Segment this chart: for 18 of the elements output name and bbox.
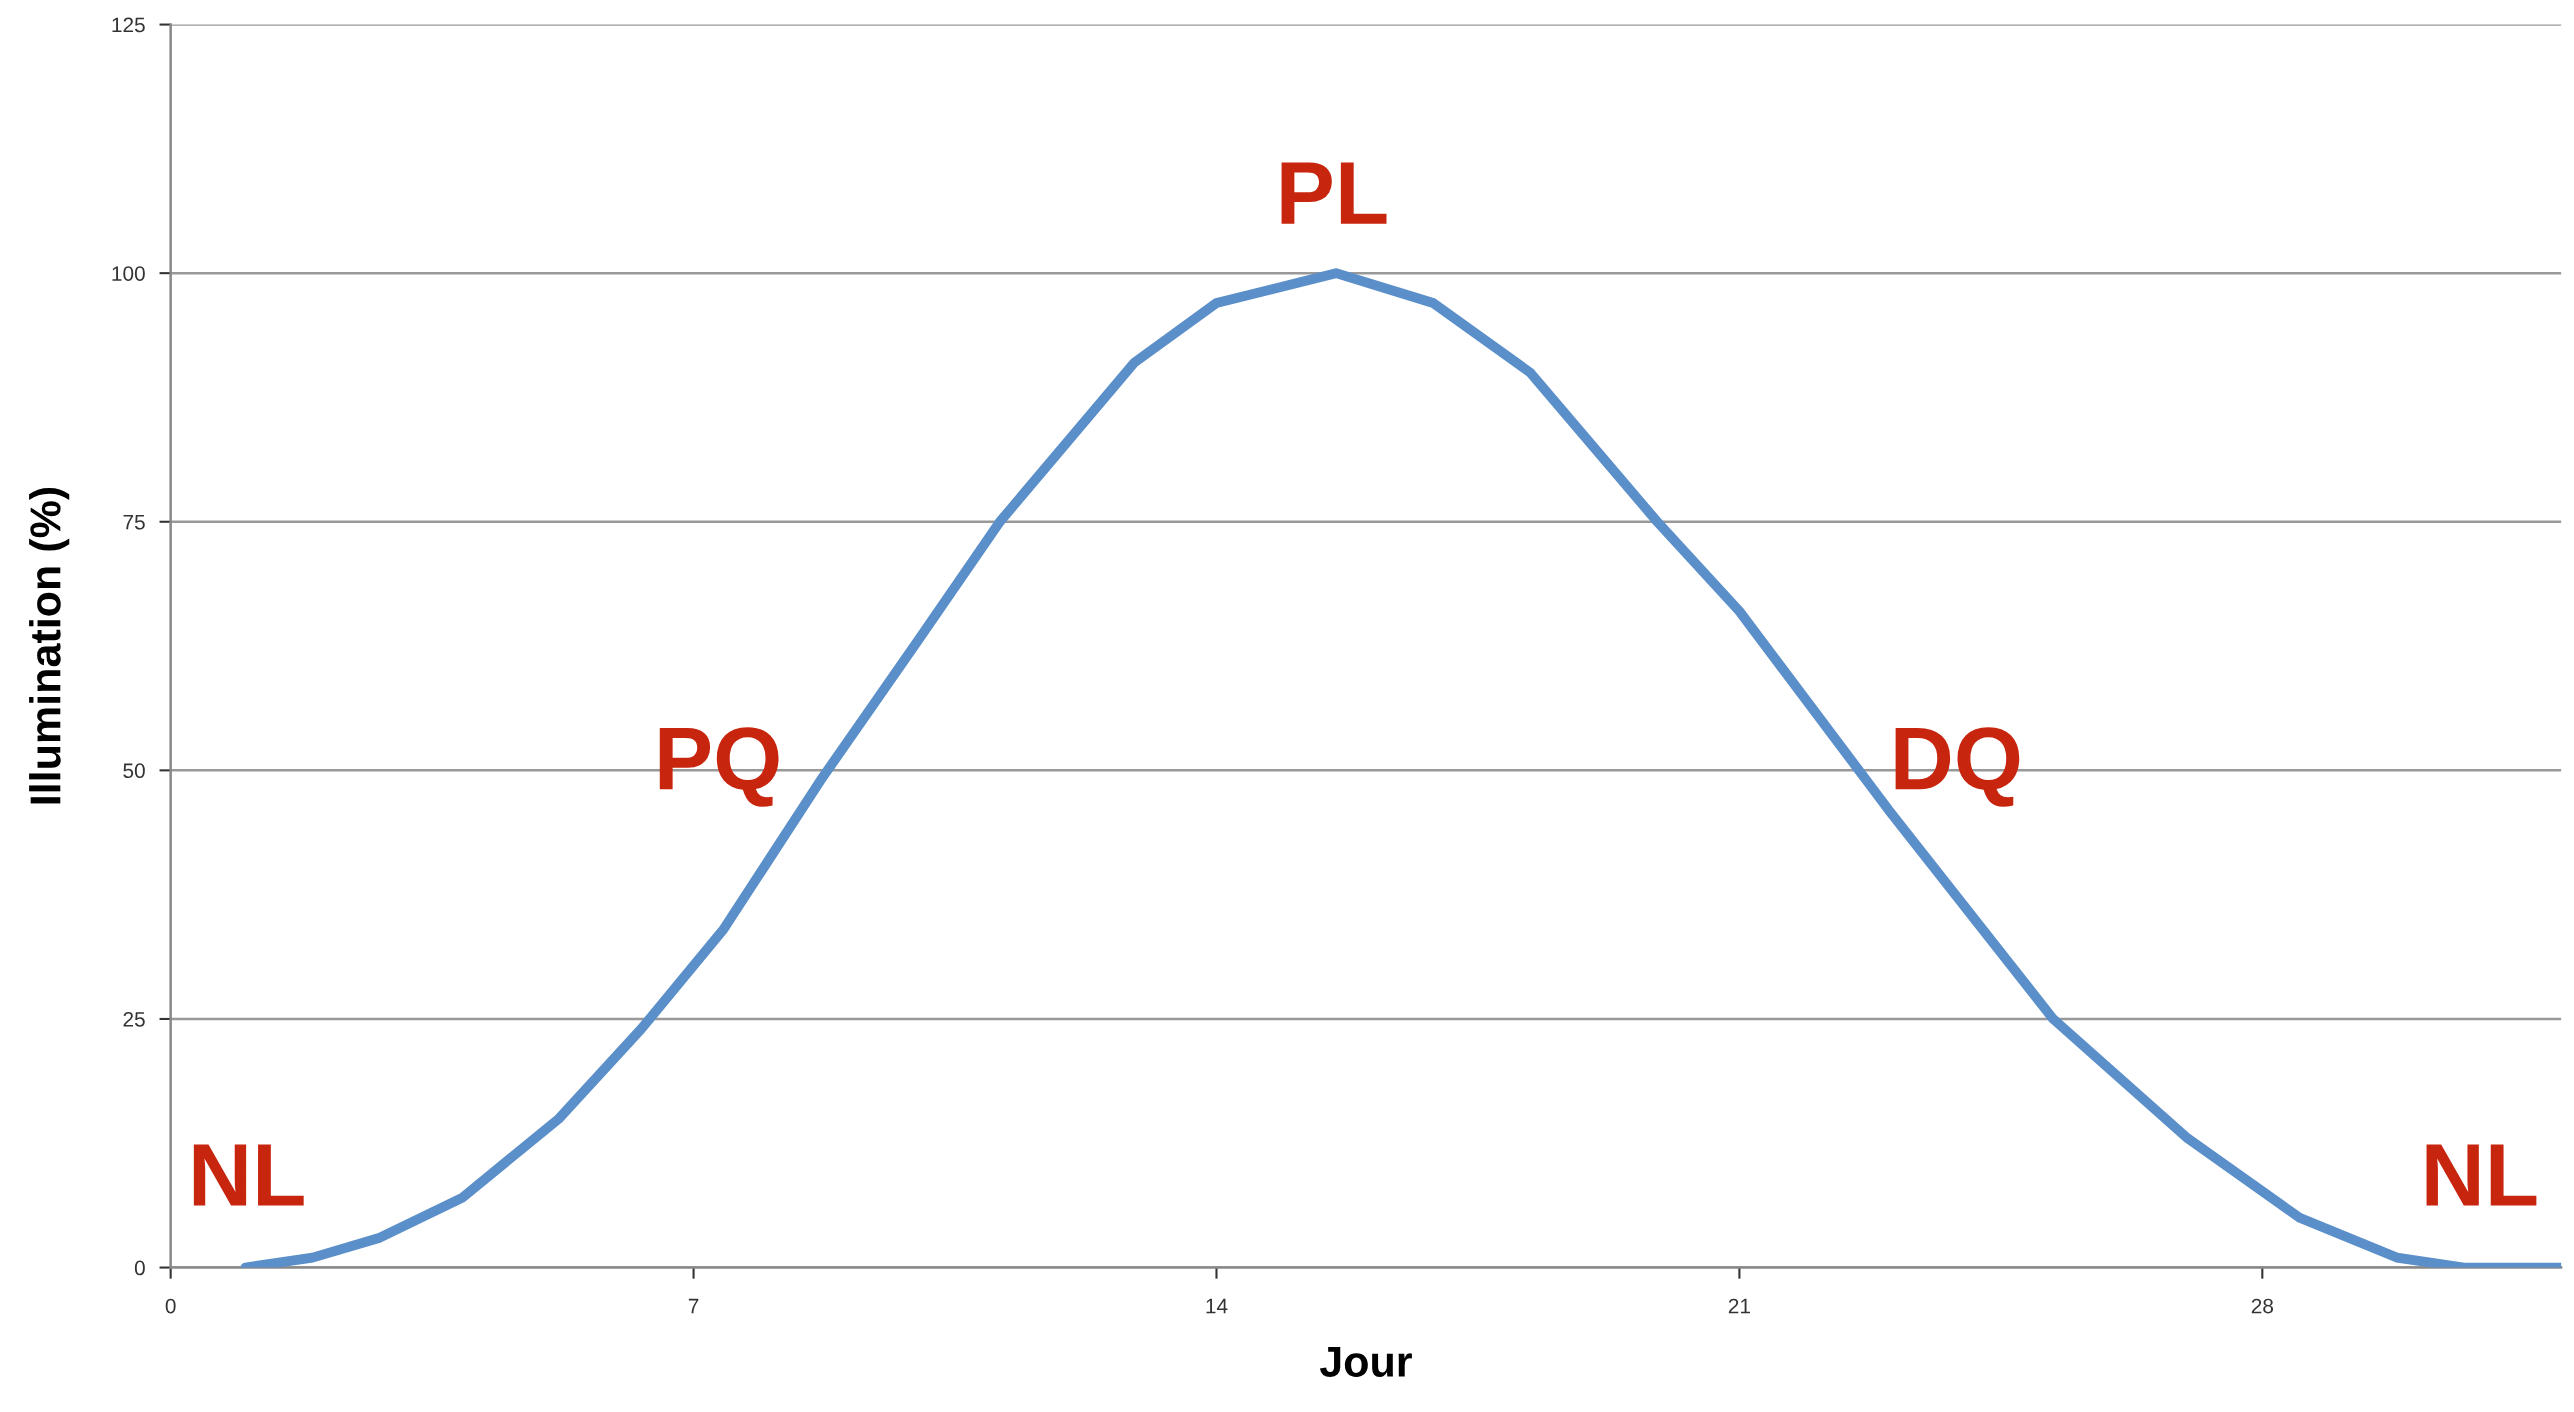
y-tick-label: 75 [123,514,145,530]
annotation: PL [1281,162,1387,224]
y-tick-label: 0 [134,1260,145,1276]
x-tick-label: 21 [1728,1298,1750,1314]
x-tick-label: 14 [1206,1298,1228,1314]
annotation: NL [2426,1144,2537,1206]
y-tick-label: 125 [112,17,145,33]
y-tick-label: 50 [123,763,145,779]
x-tick-label: 28 [2251,1298,2273,1314]
annotation: PQ [659,727,779,807]
y-axis-title: Illumination (%) [29,487,70,804]
x-axis-title: Jour [1319,1346,1412,1377]
y-tick-label: 100 [112,266,145,281]
y-tick-label: 25 [123,1011,145,1027]
x-tick-label: 0 [165,1298,176,1314]
x-tick-label: 7 [688,1298,699,1314]
annotation: DQ [1895,727,2020,807]
annotation: NL [193,1144,304,1206]
